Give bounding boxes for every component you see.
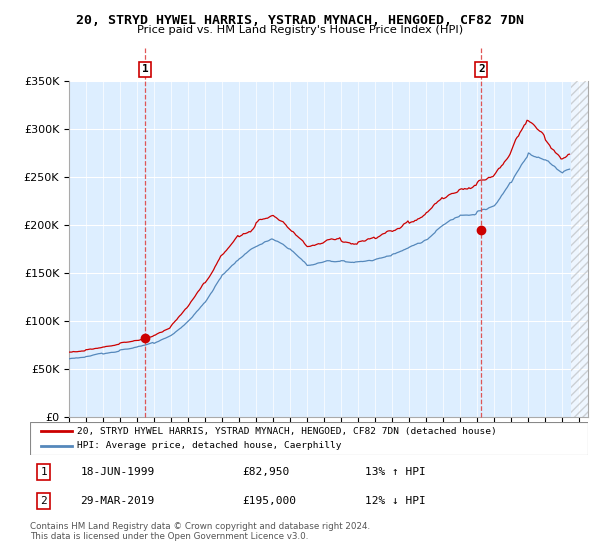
Text: HPI: Average price, detached house, Caerphilly: HPI: Average price, detached house, Caer… (77, 441, 342, 450)
Text: 1: 1 (142, 64, 148, 74)
Text: 2: 2 (478, 64, 485, 74)
Text: £195,000: £195,000 (242, 496, 296, 506)
Text: 1: 1 (41, 467, 47, 477)
Text: 20, STRYD HYWEL HARRIS, YSTRAD MYNACH, HENGOED, CF82 7DN: 20, STRYD HYWEL HARRIS, YSTRAD MYNACH, H… (76, 14, 524, 27)
Text: 2: 2 (41, 496, 47, 506)
Text: Contains HM Land Registry data © Crown copyright and database right 2024.
This d: Contains HM Land Registry data © Crown c… (30, 522, 370, 542)
Text: 29-MAR-2019: 29-MAR-2019 (80, 496, 154, 506)
Text: 20, STRYD HYWEL HARRIS, YSTRAD MYNACH, HENGOED, CF82 7DN (detached house): 20, STRYD HYWEL HARRIS, YSTRAD MYNACH, H… (77, 427, 497, 436)
Text: £82,950: £82,950 (242, 467, 289, 477)
Text: Price paid vs. HM Land Registry's House Price Index (HPI): Price paid vs. HM Land Registry's House … (137, 25, 463, 35)
Text: 13% ↑ HPI: 13% ↑ HPI (365, 467, 425, 477)
Text: 12% ↓ HPI: 12% ↓ HPI (365, 496, 425, 506)
Bar (571, 81, 588, 417)
FancyBboxPatch shape (30, 422, 588, 455)
Text: 18-JUN-1999: 18-JUN-1999 (80, 467, 154, 477)
